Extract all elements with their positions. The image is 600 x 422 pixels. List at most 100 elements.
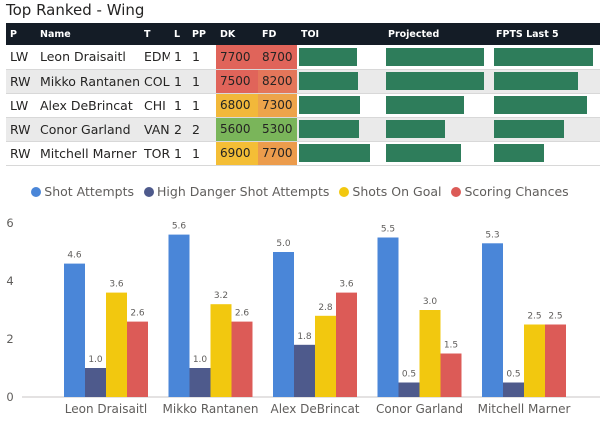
legend-item-shot-attempts[interactable]: Shot Attempts: [31, 184, 134, 199]
bar[interactable]: [419, 310, 441, 397]
toi-bar: [299, 144, 370, 162]
data-label: 2.5: [548, 312, 562, 322]
fpts-last-5-bar: [494, 120, 565, 138]
cell-position: RW: [6, 141, 36, 166]
data-label: 0.5: [506, 370, 520, 380]
bar[interactable]: [231, 321, 253, 397]
cell-name: Conor Garland: [36, 117, 140, 142]
cell-toi: [297, 69, 384, 94]
legend-item-high-danger-shot-attempts[interactable]: High Danger Shot Attempts: [144, 184, 329, 199]
col-header-name[interactable]: Name: [36, 23, 140, 45]
x-tick-label: Alex DeBrincat: [270, 402, 359, 416]
legend-item-shots-on-goal[interactable]: Shots On Goal: [339, 184, 441, 199]
cell-projected: [384, 69, 492, 94]
x-tick-label: Conor Garland: [376, 402, 463, 416]
fpts-last-5-bar: [494, 47, 593, 66]
bar[interactable]: [315, 315, 336, 397]
bar[interactable]: [273, 252, 294, 397]
cell-projected: [384, 93, 492, 118]
data-label: 1.0: [193, 355, 208, 365]
data-label: 1.0: [88, 355, 103, 365]
table-row[interactable]: LW Alex DeBrincat CHI 1 1 6800 7300: [6, 93, 600, 118]
cell-pp: 1: [188, 69, 216, 94]
table-row[interactable]: RW Mikko Rantanen COL 1 1 7500 8200: [6, 69, 600, 94]
bar[interactable]: [294, 344, 315, 397]
legend-label: Scoring Chances: [464, 184, 569, 199]
col-header-pp[interactable]: PP: [188, 23, 216, 45]
table-row[interactable]: RW Conor Garland VAN 2 2 5600 5300: [6, 117, 600, 142]
projected-bar: [386, 96, 465, 114]
cell-fpts-last-5: [492, 93, 600, 118]
y-axis: 0 2 4 6: [6, 216, 13, 404]
table-row[interactable]: RW Mitchell Marner TOR 1 1 6900 7700: [6, 141, 600, 166]
bar[interactable]: [127, 321, 148, 397]
bar[interactable]: [440, 353, 462, 398]
cell-fd-salary: 8700: [258, 45, 297, 70]
legend-label: Shots On Goal: [352, 184, 442, 199]
bar[interactable]: [168, 234, 190, 397]
bar[interactable]: [377, 237, 399, 398]
data-label: 3.0: [423, 297, 438, 307]
cell-toi: [297, 45, 384, 70]
data-label: 5.5: [381, 225, 395, 235]
toi-bar: [299, 120, 359, 138]
bar[interactable]: [482, 243, 503, 397]
data-label: 1.8: [297, 332, 312, 342]
col-header-fpts-last-5[interactable]: FPTS Last 5: [492, 23, 600, 45]
cell-team: COL: [140, 69, 170, 94]
bar[interactable]: [545, 324, 566, 398]
cell-fd-salary: 7700: [258, 141, 297, 166]
col-header-fd[interactable]: FD: [258, 23, 297, 45]
cell-position: RW: [6, 69, 36, 94]
col-header-dk[interactable]: DK: [216, 23, 258, 45]
data-label: 5.6: [172, 222, 187, 232]
col-header-toi[interactable]: TOI: [297, 23, 384, 45]
cell-name: Alex DeBrincat: [36, 93, 140, 118]
col-header-projected[interactable]: Projected: [384, 23, 492, 45]
y-tick-label: 2: [6, 332, 13, 346]
bar[interactable]: [503, 382, 524, 398]
bar[interactable]: [85, 368, 106, 397]
cell-fpts-last-5: [492, 69, 600, 94]
bar[interactable]: [189, 368, 211, 397]
col-header-line[interactable]: L: [170, 23, 188, 45]
data-label: 2.6: [130, 309, 145, 319]
cell-fpts-last-5: [492, 45, 600, 70]
legend-dot: [339, 187, 350, 197]
bar[interactable]: [336, 292, 357, 397]
cell-line: 1: [170, 69, 188, 94]
fpts-last-5-bar: [494, 144, 545, 162]
table-header-row: P Name T L PP DK FD TOI Projected FPTS L…: [6, 23, 600, 45]
toi-bar: [299, 72, 359, 90]
cell-toi: [297, 117, 384, 142]
chart-legend: Shot Attempts High Danger Shot Attempts …: [0, 184, 600, 199]
col-header-p[interactable]: P: [6, 23, 36, 45]
cell-dk-salary: 6800: [216, 93, 258, 118]
projected-bar: [386, 47, 484, 66]
projected-bar: [386, 72, 484, 90]
projected-bar: [386, 120, 445, 138]
cell-pp: 1: [188, 93, 216, 118]
cell-fd-salary: 7300: [258, 93, 297, 118]
toi-bar: [299, 47, 358, 66]
cell-fd-salary: 8200: [258, 69, 297, 94]
bar[interactable]: [64, 263, 85, 397]
cell-name: Mitchell Marner: [36, 141, 140, 166]
cell-line: 2: [170, 117, 188, 142]
data-label: 4.6: [67, 251, 82, 261]
bar[interactable]: [524, 324, 545, 398]
x-tick-label: Mikko Rantanen: [163, 402, 259, 416]
cell-team: CHI: [140, 93, 170, 118]
data-label: 2.5: [527, 312, 541, 322]
bar[interactable]: [210, 304, 232, 397]
cell-line: 1: [170, 93, 188, 118]
table-row[interactable]: LW Leon Draisaitl EDM 1 1 7700 8700: [6, 45, 600, 70]
cell-projected: [384, 141, 492, 166]
col-header-team[interactable]: T: [140, 23, 170, 45]
legend-item-scoring-chances[interactable]: Scoring Chances: [451, 184, 569, 199]
bar[interactable]: [398, 382, 420, 398]
x-tick-label: Leon Draisaitl: [65, 402, 147, 416]
bar[interactable]: [106, 292, 127, 397]
cell-dk-salary: 7700: [216, 45, 258, 70]
cell-projected: [384, 117, 492, 142]
